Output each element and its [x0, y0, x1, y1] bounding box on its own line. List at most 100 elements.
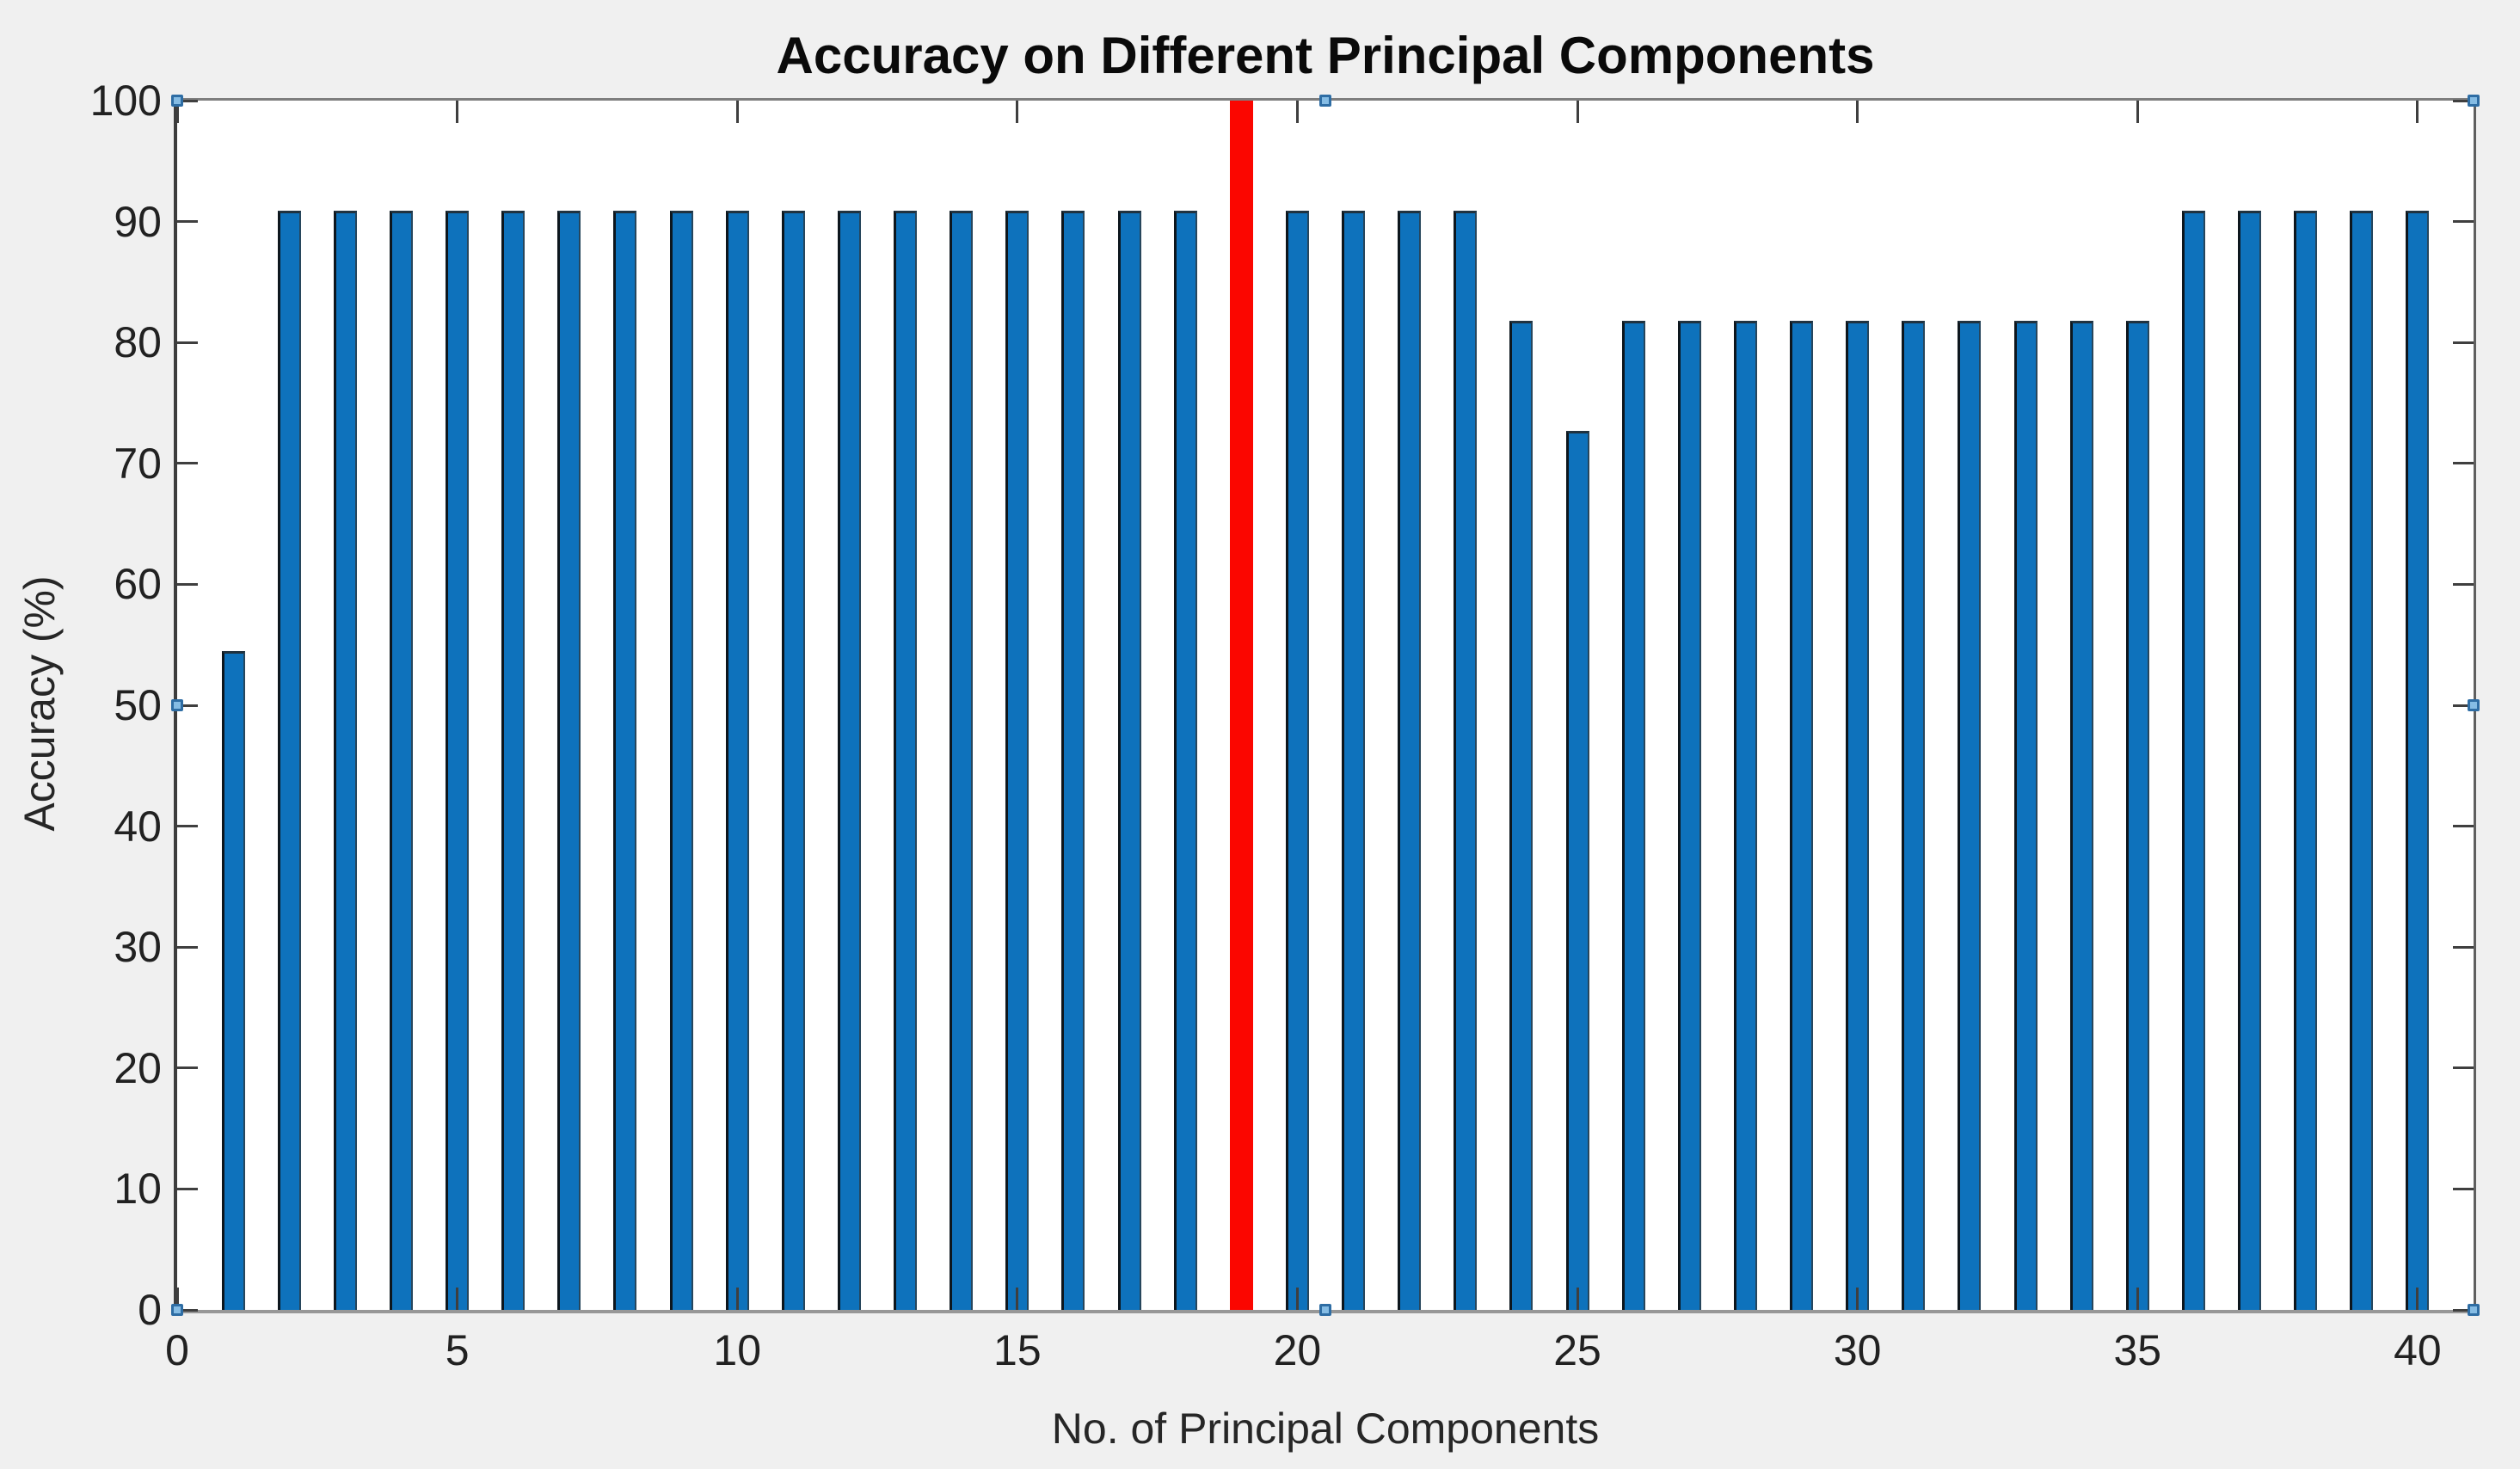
selection-handle-bottom-left[interactable]	[171, 1304, 183, 1316]
bar-22[interactable]	[1398, 210, 1422, 1310]
top-x-tick-0	[175, 101, 179, 123]
bottom-x-tick-30	[1856, 1288, 1859, 1310]
top-x-tick-30	[1856, 101, 1859, 123]
bar-2[interactable]	[277, 210, 301, 1310]
bar-33[interactable]	[2013, 320, 2038, 1310]
right-y-tick-50	[2453, 704, 2474, 707]
plot-area[interactable]	[171, 95, 2480, 1316]
bar-38[interactable]	[2294, 210, 2318, 1310]
right-y-tick-80	[2453, 341, 2474, 344]
top-x-tick-10	[735, 101, 739, 123]
chart-title: Accuracy on Different Principal Componen…	[776, 27, 1875, 84]
selection-handle-middle-left[interactable]	[171, 699, 183, 711]
bar-8[interactable]	[613, 210, 637, 1310]
bar-15[interactable]	[1005, 210, 1030, 1310]
left-y-tick-20	[177, 1066, 198, 1070]
bar-14[interactable]	[950, 210, 974, 1310]
bar-11[interactable]	[781, 210, 805, 1310]
y-tick-label-100: 100	[89, 77, 162, 125]
bar-32[interactable]	[1958, 320, 1982, 1310]
bar-1[interactable]	[221, 650, 245, 1310]
bar-36[interactable]	[2181, 210, 2205, 1310]
bar-37[interactable]	[2238, 210, 2261, 1310]
y-tick-label-0: 0	[138, 1286, 162, 1334]
bar-40[interactable]	[2406, 210, 2430, 1310]
x-axis-label: No. of Principal Components	[1051, 1404, 1600, 1453]
bar-27[interactable]	[1677, 320, 1701, 1310]
y-tick-label-70: 70	[114, 439, 162, 488]
top-x-tick-35	[2136, 101, 2139, 123]
bar-19-highlighted[interactable]	[1229, 101, 1253, 1310]
bottom-x-tick-15	[1016, 1288, 1019, 1310]
x-tick-label-5: 5	[445, 1326, 470, 1374]
bar-26[interactable]	[1621, 320, 1645, 1310]
bar-21[interactable]	[1342, 210, 1366, 1310]
left-y-tick-60	[177, 582, 198, 586]
x-tick-label-0: 0	[165, 1326, 189, 1374]
left-y-tick-40	[177, 825, 198, 828]
bar-13[interactable]	[894, 210, 918, 1310]
bar-39[interactable]	[2350, 210, 2374, 1310]
selection-handle-bottom-right[interactable]	[2468, 1304, 2480, 1316]
bar-16[interactable]	[1061, 210, 1085, 1310]
right-y-tick-100	[2453, 99, 2474, 102]
x-tick-label-15: 15	[993, 1326, 1042, 1374]
bar-29[interactable]	[1790, 320, 1814, 1310]
selection-handle-top-left[interactable]	[171, 95, 183, 107]
bar-23[interactable]	[1454, 210, 1478, 1310]
bar-31[interactable]	[1902, 320, 1926, 1310]
bar-34[interactable]	[2069, 320, 2093, 1310]
left-y-tick-10	[177, 1187, 198, 1190]
bar-10[interactable]	[725, 210, 749, 1310]
selection-handle-bottom-middle[interactable]	[1319, 1304, 1331, 1316]
left-y-tick-30	[177, 945, 198, 949]
top-x-tick-40	[2416, 101, 2419, 123]
left-y-tick-90	[177, 220, 198, 224]
bar-7[interactable]	[557, 210, 581, 1310]
bar-9[interactable]	[669, 210, 693, 1310]
bar-35[interactable]	[2125, 320, 2149, 1310]
x-tick-label-20: 20	[1273, 1326, 1322, 1374]
y-tick-label-30: 30	[114, 923, 162, 972]
right-y-tick-10	[2453, 1187, 2474, 1190]
selection-handle-middle-right[interactable]	[2468, 699, 2480, 711]
top-x-tick-20	[1295, 101, 1299, 123]
bottom-x-tick-20	[1295, 1288, 1299, 1310]
x-tick-label-10: 10	[713, 1326, 762, 1374]
right-y-tick-20	[2453, 1066, 2474, 1070]
bar-28[interactable]	[1733, 320, 1757, 1310]
y-tick-label-20: 20	[114, 1043, 162, 1092]
bar-5[interactable]	[446, 210, 470, 1310]
right-y-tick-30	[2453, 945, 2474, 949]
right-y-tick-0	[2453, 1308, 2474, 1312]
top-x-tick-15	[1016, 101, 1019, 123]
bottom-x-tick-0	[175, 1288, 179, 1310]
selection-handle-top-right[interactable]	[2468, 95, 2480, 107]
right-y-tick-40	[2453, 825, 2474, 828]
bar-30[interactable]	[1846, 320, 1870, 1310]
bar-12[interactable]	[837, 210, 861, 1310]
bar-25[interactable]	[1565, 430, 1589, 1310]
y-tick-label-50: 50	[114, 681, 162, 729]
y-tick-label-90: 90	[114, 197, 162, 246]
bottom-x-tick-5	[456, 1288, 459, 1310]
bar-20[interactable]	[1285, 210, 1309, 1310]
y-tick-label-40: 40	[114, 802, 162, 851]
y-tick-label-60: 60	[114, 560, 162, 609]
x-tick-label-35: 35	[2113, 1326, 2162, 1374]
x-tick-label-25: 25	[1553, 1326, 1601, 1374]
selection-handle-top-middle[interactable]	[1319, 95, 1331, 107]
bar-3[interactable]	[333, 210, 357, 1310]
right-y-tick-60	[2453, 582, 2474, 586]
bottom-x-tick-40	[2416, 1288, 2419, 1310]
bar-18[interactable]	[1173, 210, 1197, 1310]
left-y-tick-80	[177, 341, 198, 344]
bar-17[interactable]	[1117, 210, 1141, 1310]
bar-24[interactable]	[1509, 320, 1534, 1310]
y-tick-label-10: 10	[114, 1165, 162, 1214]
top-x-tick-25	[1576, 101, 1579, 123]
bar-6[interactable]	[501, 210, 526, 1310]
bar-4[interactable]	[389, 210, 413, 1310]
bottom-x-tick-35	[2136, 1288, 2139, 1310]
